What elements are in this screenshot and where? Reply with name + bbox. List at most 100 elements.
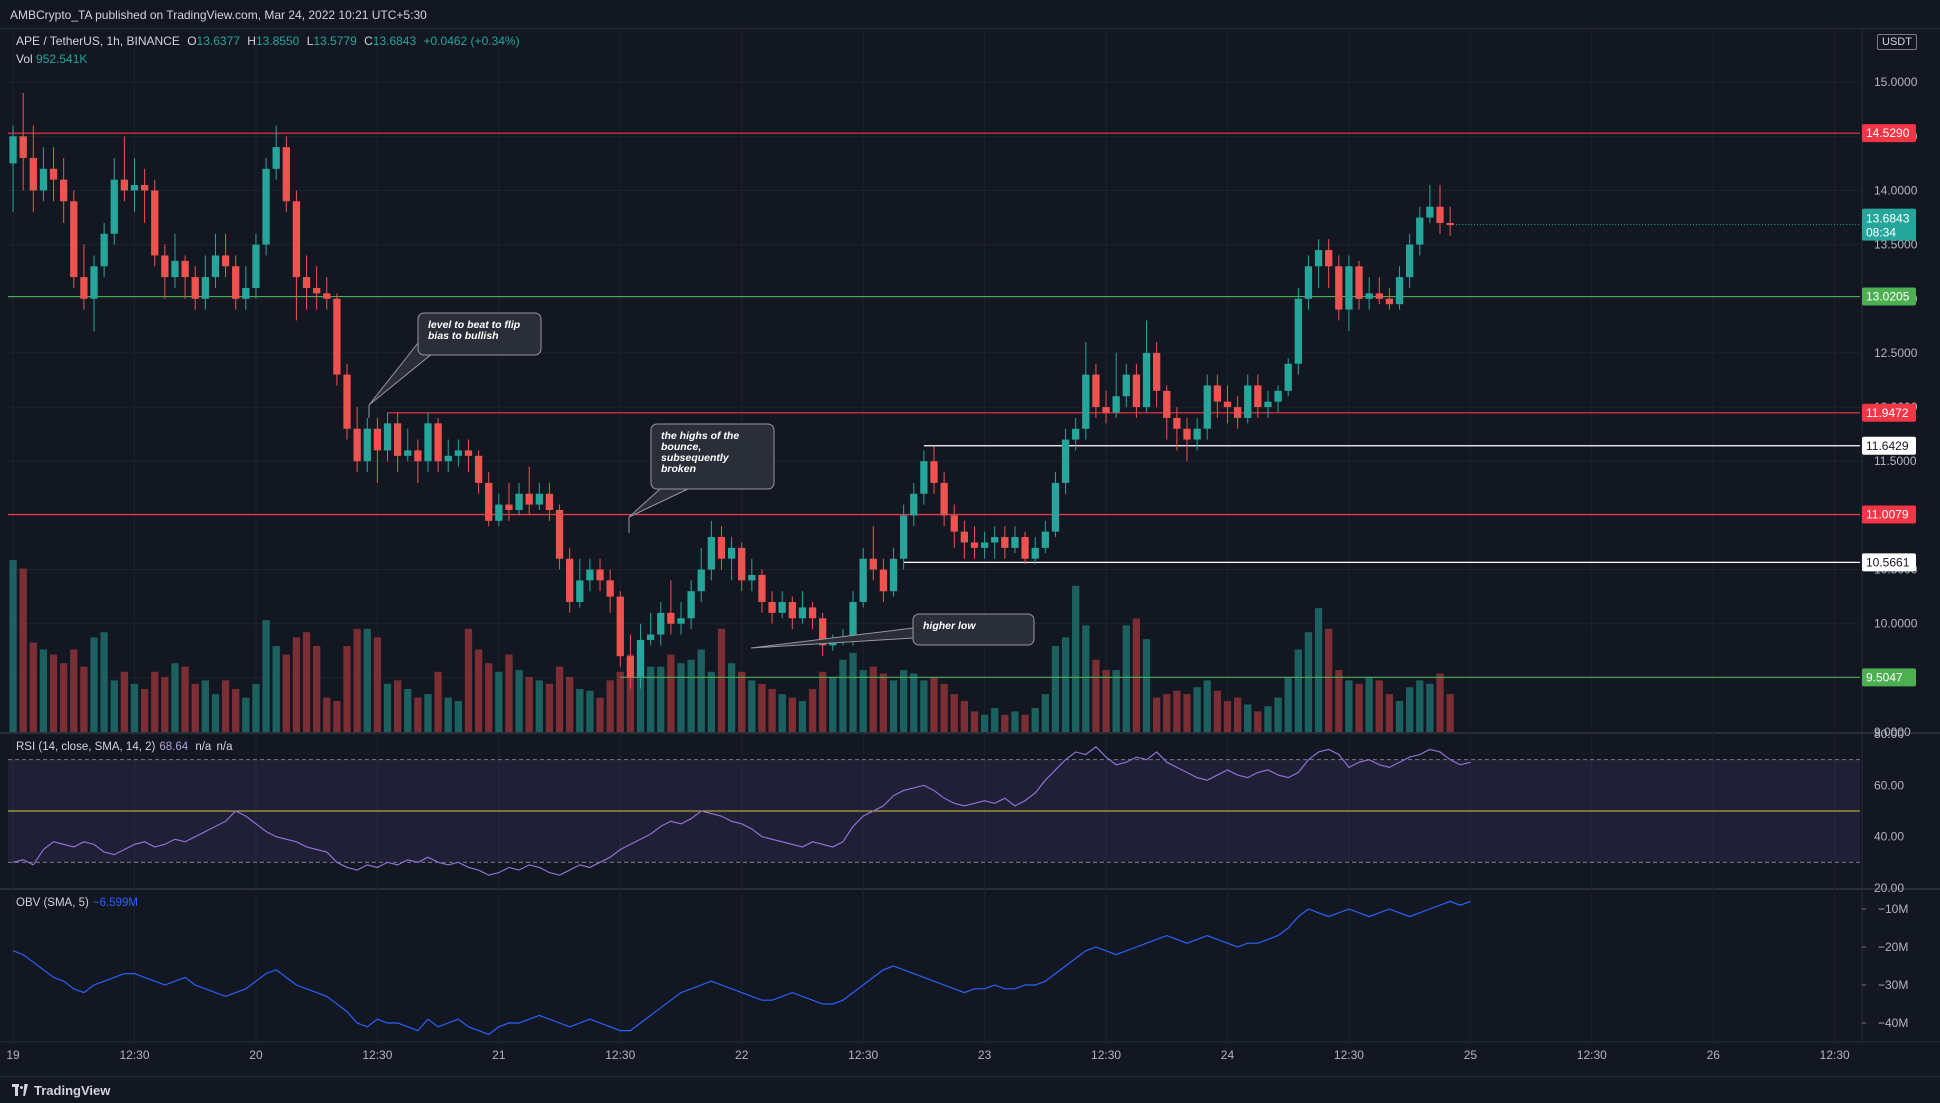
volume-bar [343,646,351,732]
candle-body [1142,352,1151,408]
level-badge [1862,403,1916,422]
volume-bar [677,663,685,732]
x-tick-label: 12:30 [362,1048,392,1062]
volume-bar [161,676,169,732]
volume-bar [232,689,240,732]
volume-bars [9,560,1454,732]
volume-bar [586,690,594,732]
countdown-label: 08:34 [1866,226,1896,240]
volume-bar [798,701,807,732]
candle-body [1163,390,1171,418]
candle-body [1173,417,1181,429]
volume-legend[interactable]: Vol 952.541K [16,52,87,66]
volume-bar [930,676,938,732]
symbol-legend[interactable]: APE / TetherUS, 1h, BINANCE O13.6377 H13… [16,34,524,48]
footer: TradingView [0,1076,1940,1103]
candle-body [667,612,675,624]
volume-bar [991,707,999,732]
x-tick-label: 12:30 [119,1048,149,1062]
volume-bar [505,654,513,732]
candle-body [555,509,564,559]
candle-body [474,455,483,483]
candle-body [272,147,280,169]
level-label: 11.0079 [1866,508,1909,522]
volume-bar [1072,585,1080,732]
volume-bar [778,694,786,732]
candle-body [525,493,533,505]
candle-body [1395,277,1404,305]
candle-body [717,537,726,559]
volume-bar [1163,694,1171,732]
rsi-tick-label: 40.00 [1874,830,1904,844]
candle-body [252,244,260,288]
x-tick-label: 12:30 [1334,1048,1364,1062]
candle-body [70,201,78,278]
candle-body [60,179,68,202]
volume-bar [1132,618,1141,732]
candle-body [1304,266,1313,299]
rsi-legend[interactable]: RSI (14, close, SMA, 14, 2) 68.64 n/a n/a [16,741,233,753]
candle-body [1041,531,1049,548]
candle-body [1375,293,1383,299]
candle-body [353,428,361,462]
volume-bar [1142,639,1151,732]
candle-body [545,493,554,510]
candle-body [950,515,958,532]
volume-bar [758,683,766,732]
volume-bar [302,632,311,732]
price-axes: 15.000014.500014.000013.500013.000012.50… [1862,75,1918,1030]
volume-bar [697,649,705,732]
candle-body [424,423,432,462]
volume-bar [39,649,48,732]
candle-body [788,602,796,619]
change-value: +0.0462 (+0.34%) [423,34,520,48]
candle-body [1426,206,1434,218]
currency-button[interactable]: USDT [1877,34,1917,50]
volume-bar [1345,680,1353,732]
volume-bar [1416,680,1424,732]
candle-body [211,255,220,278]
candle-body [292,201,301,278]
tradingview-logo[interactable]: TradingView [12,1083,110,1098]
candle-body [778,602,786,613]
volume-bar [1244,704,1252,732]
candle-body [748,574,756,581]
volume-bar [1031,707,1039,732]
candle-body [1082,374,1090,429]
candle-body [434,423,442,462]
volume-bar [566,676,574,732]
grid-lines [0,28,1940,1043]
close-label: C [364,34,373,48]
rsi-na-1: n/a [195,741,212,753]
open-label: O [187,34,197,48]
volume-bar [646,666,655,732]
volume-bar [636,659,645,732]
volume-bar [1112,670,1120,732]
candle-body [687,591,695,619]
volume-bar [221,680,230,732]
volume-bar [829,676,837,732]
volume-bar [363,628,371,732]
candle-body [859,558,867,603]
candle-body [1335,266,1343,310]
volume-bar [373,637,382,732]
candle-body [616,596,624,657]
price-tick-label: 14.0000 [1874,183,1918,197]
candle-body [566,558,574,603]
level-label: 11.6429 [1866,439,1909,453]
candle-body [191,277,199,299]
callout-text: subsequently [661,452,730,464]
candle-body [980,542,989,548]
candle-body [606,580,614,597]
candle-body [100,233,108,267]
x-tick-label: 21 [492,1048,506,1062]
candle-body [657,612,665,635]
x-tick-label: 12:30 [1091,1048,1121,1062]
obv-legend[interactable]: OBV (SMA, 5) −6.599M [16,897,138,909]
volume-bar [819,671,827,732]
candle-body [1051,482,1060,532]
candle-body [19,136,27,158]
candle-body [485,482,493,521]
candle-body [697,569,705,592]
